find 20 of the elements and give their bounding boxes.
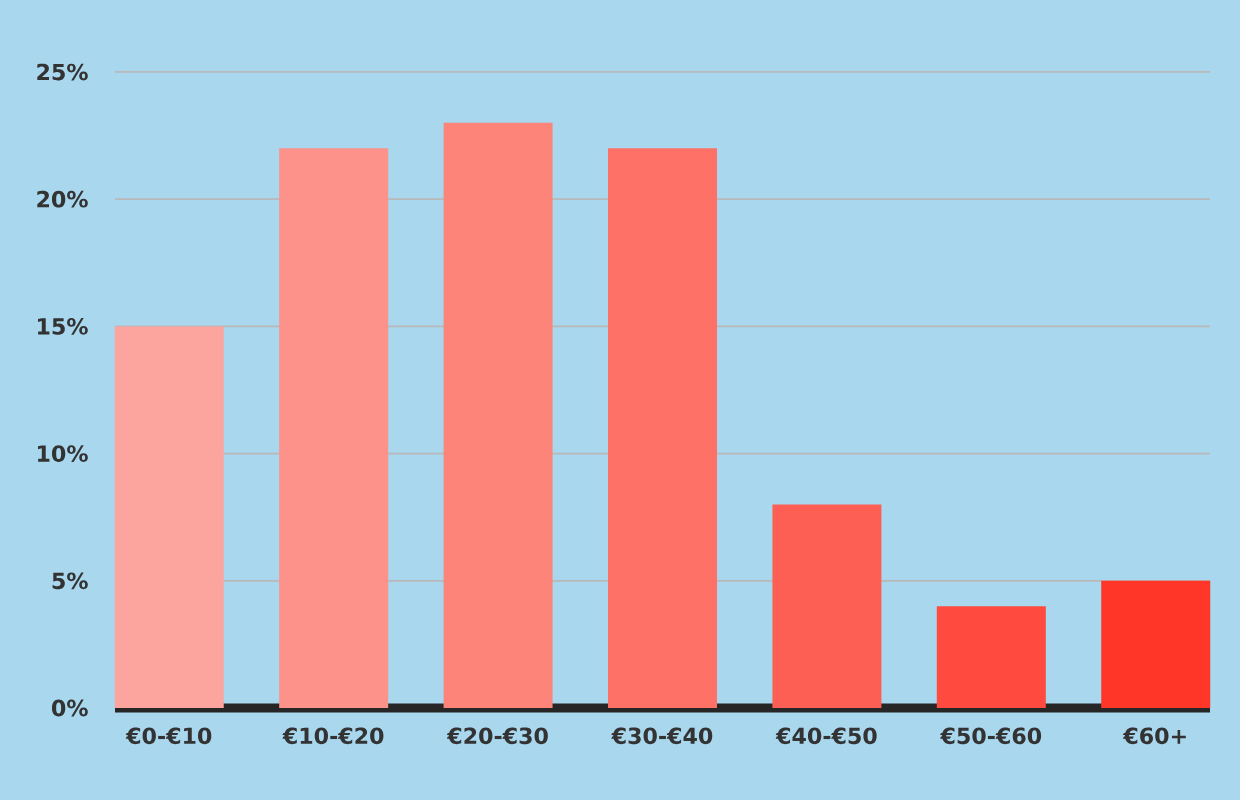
- x-tick-label: €30-€40: [611, 727, 713, 745]
- bar: [1101, 580, 1211, 708]
- y-tick-label: 15%: [38, 318, 88, 335]
- y-tick-label: 20%: [37, 190, 88, 208]
- x-tick-label: €10-€20: [282, 727, 384, 745]
- bar: [608, 148, 717, 708]
- bar: [443, 122, 553, 708]
- bar: [114, 326, 224, 708]
- x-tick-label: €20-€30: [446, 727, 548, 745]
- x-tick-label: €60+: [1122, 727, 1186, 745]
- x-tick-label: €0-€10: [125, 727, 212, 745]
- x-tick-label: €40-€50: [775, 727, 877, 745]
- y-tick-label: 25%: [37, 63, 88, 81]
- y-tick-label: 10%: [38, 445, 88, 462]
- x-tick-label: €50-€60: [940, 727, 1042, 745]
- bar: [936, 606, 1046, 708]
- y-tick-label: 0%: [51, 699, 88, 717]
- y-tick-label: 5%: [52, 572, 88, 590]
- bar: [279, 148, 389, 708]
- bar: [772, 504, 882, 708]
